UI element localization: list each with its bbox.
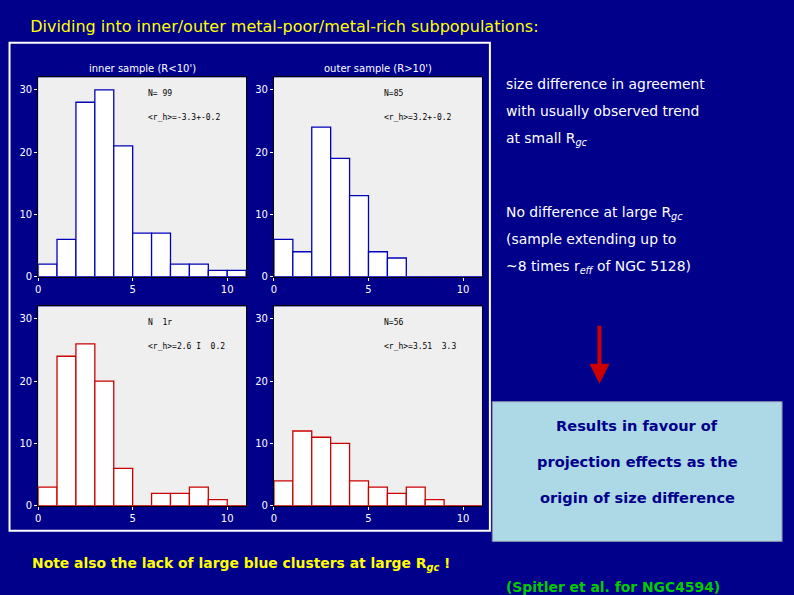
svg-text:<r_h>=2.6 I 0.2: <r_h>=2.6 I 0.2: [148, 342, 225, 351]
svg-text:0: 0: [262, 271, 268, 282]
svg-text:5: 5: [129, 513, 135, 524]
svg-text:N=56: N=56: [384, 318, 403, 327]
svg-text:10: 10: [255, 438, 268, 449]
svg-text:30: 30: [255, 313, 268, 324]
svg-text:0: 0: [26, 271, 32, 282]
svg-text:10: 10: [221, 284, 234, 295]
svg-text:(sample extending up to: (sample extending up to: [506, 231, 676, 247]
svg-text:0: 0: [271, 284, 277, 295]
svg-text:10: 10: [19, 209, 32, 220]
svg-text:0: 0: [262, 500, 268, 511]
svg-text:30: 30: [19, 313, 32, 324]
svg-text:0: 0: [35, 284, 41, 295]
svg-text:N=85: N=85: [384, 89, 403, 98]
svg-text:No difference at large R​gc​: No difference at large R​gc​: [506, 204, 683, 222]
svg-text:Note also the lack of large bl: Note also the lack of large blue cluster…: [32, 555, 450, 573]
svg-text:5: 5: [129, 284, 135, 295]
svg-text:10: 10: [457, 284, 470, 295]
svg-text:with usually observed trend: with usually observed trend: [506, 103, 699, 119]
svg-text:20: 20: [19, 376, 32, 387]
svg-text:20: 20: [255, 147, 268, 158]
svg-text:10: 10: [255, 209, 268, 220]
svg-text:~8 times r​eff​ of NGC 5128): ~8 times r​eff​ of NGC 5128): [506, 258, 691, 276]
svg-text:30: 30: [19, 84, 32, 95]
svg-text:origin of size difference: origin of size difference: [540, 489, 735, 506]
svg-text:10: 10: [221, 513, 234, 524]
svg-text:10: 10: [19, 438, 32, 449]
svg-text:<r_h>=3.2+-0.2: <r_h>=3.2+-0.2: [384, 113, 452, 122]
svg-text:<r_h>=3.51 3.3: <r_h>=3.51 3.3: [384, 342, 456, 351]
svg-text:0: 0: [26, 500, 32, 511]
svg-text:N 1r: N 1r: [148, 318, 172, 327]
svg-text:inner sample (R<10'): inner sample (R<10'): [89, 63, 196, 74]
svg-text:5: 5: [365, 284, 371, 295]
svg-text:projection effects as the: projection effects as the: [537, 453, 738, 470]
svg-text:N= 99: N= 99: [148, 89, 172, 98]
svg-text:(Spitler et al. for NGC4594): (Spitler et al. for NGC4594): [506, 579, 720, 595]
svg-text:0: 0: [271, 513, 277, 524]
svg-text:outer sample (R>10'): outer sample (R>10'): [324, 63, 432, 74]
svg-text:20: 20: [255, 376, 268, 387]
svg-text:5: 5: [365, 513, 371, 524]
svg-text:at small R​gc​: at small R​gc​: [506, 130, 588, 148]
svg-text:<r_h>=-3.3+-0.2: <r_h>=-3.3+-0.2: [148, 113, 220, 122]
svg-text:20: 20: [19, 147, 32, 158]
svg-text:Results in favour of: Results in favour of: [556, 417, 718, 434]
svg-text:30: 30: [255, 84, 268, 95]
svg-text:0: 0: [35, 513, 41, 524]
svg-text:10: 10: [457, 513, 470, 524]
svg-text:Dividing into inner/outer meta: Dividing into inner/outer metal-poor/met…: [30, 17, 538, 36]
svg-text:size difference in agreement: size difference in agreement: [506, 76, 705, 92]
